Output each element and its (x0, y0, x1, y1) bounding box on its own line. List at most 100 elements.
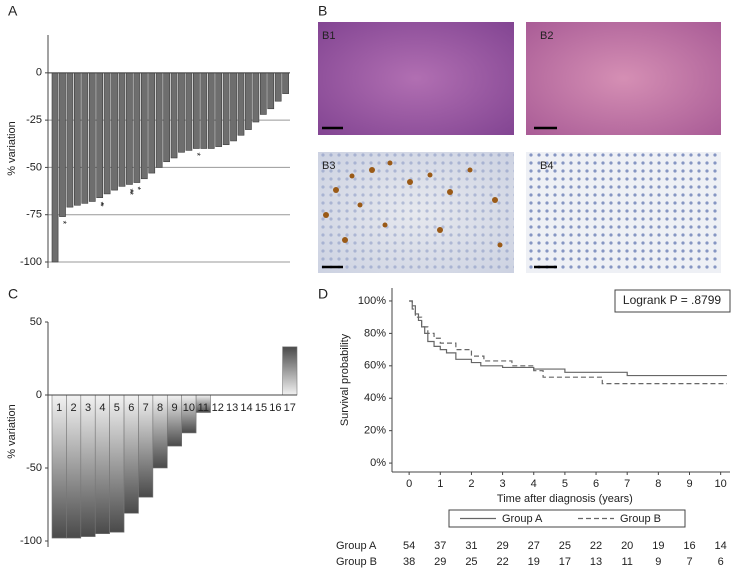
x-tick-label: 0 (406, 478, 412, 490)
panel-label: C (8, 286, 18, 302)
y-tick-label: 80% (364, 327, 386, 339)
risk-count: 16 (683, 540, 695, 552)
image-texture (526, 152, 721, 273)
bar-annotation: * (58, 221, 68, 225)
y-tick-label: 50 (30, 316, 42, 328)
bar-annotation: * (192, 153, 202, 157)
x-tick-label: 5 (114, 402, 120, 414)
x-tick-label: 1 (437, 478, 443, 490)
y-tick-label: 20% (364, 425, 386, 437)
x-axis-title: Time after diagnosis (years) (497, 493, 633, 505)
risk-count: 27 (528, 540, 540, 552)
risk-count: 54 (403, 540, 415, 552)
bar (222, 72, 230, 146)
x-tick-label: 17 (284, 402, 296, 414)
bar (181, 394, 197, 434)
y-tick-label: -100 (20, 256, 42, 268)
bar (237, 72, 245, 136)
bar (163, 72, 170, 163)
x-tick-label: 7 (143, 402, 149, 414)
bar (148, 72, 156, 174)
x-tick-label: 6 (128, 402, 134, 414)
y-tick-label: -100 (20, 535, 42, 547)
risk-row-label: Group B (336, 556, 377, 568)
y-tick-label: -25 (26, 114, 42, 126)
histology-image (526, 22, 721, 135)
x-tick-label: 15 (255, 402, 267, 414)
x-tick-label: 3 (500, 478, 506, 490)
bar (207, 72, 215, 149)
x-tick-label: 1 (56, 402, 62, 414)
bar (178, 72, 185, 153)
bar (59, 72, 66, 217)
x-tick-label: 13 (226, 402, 238, 414)
bar (282, 72, 289, 94)
risk-count: 25 (465, 556, 477, 568)
x-tick-label: 9 (686, 478, 692, 490)
panel-label: D (318, 286, 328, 302)
bar (118, 72, 126, 187)
bar-annotation: ** (95, 202, 105, 208)
x-tick-label: 7 (624, 478, 630, 490)
stained-nuclei (323, 160, 503, 248)
x-tick-label: 3 (85, 402, 91, 414)
risk-count: 13 (590, 556, 602, 568)
bar (74, 72, 81, 206)
x-tick-label: 2 (71, 402, 77, 414)
bar (94, 394, 110, 534)
y-tick-label: -75 (26, 209, 42, 221)
x-tick-label: 8 (655, 478, 661, 490)
x-tick-label: 11 (198, 402, 209, 414)
bar (193, 72, 200, 149)
bar (80, 394, 96, 537)
risk-count: 17 (559, 556, 571, 568)
risk-count: 22 (496, 556, 508, 568)
risk-count: 7 (686, 556, 692, 568)
y-tick-label: 100% (358, 295, 386, 307)
y-tick-label: 60% (364, 360, 386, 372)
bar (96, 72, 104, 198)
bar (215, 72, 223, 147)
x-tick-label: 10 (183, 402, 195, 414)
bar (111, 72, 118, 191)
y-tick-label: 0 (36, 389, 42, 401)
bar (252, 72, 260, 123)
bar (140, 72, 148, 180)
bar (51, 394, 67, 539)
annotation-box (614, 289, 731, 313)
image-texture (318, 152, 514, 273)
risk-count: 6 (718, 556, 724, 568)
y-tick-label: 0 (36, 67, 42, 79)
panel-label: B (318, 3, 327, 19)
x-tick-label: 4 (531, 478, 537, 490)
histology-image (318, 22, 514, 135)
bar (274, 72, 282, 102)
x-tick-label: 14 (240, 402, 252, 414)
risk-count: 22 (590, 540, 602, 552)
image-label: B3 (322, 160, 335, 172)
bar (81, 72, 89, 204)
risk-row-label: Group A (336, 540, 377, 552)
x-tick-label: 9 (171, 402, 177, 414)
bar (245, 72, 252, 130)
y-axis-title: % variation (6, 121, 18, 175)
risk-count: 31 (465, 540, 477, 552)
legend-box (448, 509, 686, 528)
y-tick-label: 40% (364, 392, 386, 404)
bar (103, 72, 111, 195)
risk-count: 29 (434, 556, 446, 568)
x-tick-label: 16 (269, 402, 281, 414)
x-tick-label: 2 (468, 478, 474, 490)
x-tick-label: 8 (157, 402, 163, 414)
legend-label: Group B (620, 513, 661, 525)
logrank-annotation: Logrank P = .8799 (623, 293, 722, 307)
image-label: B1 (322, 30, 335, 42)
bar (259, 72, 267, 115)
risk-count: 9 (655, 556, 661, 568)
bar-annotation: *** (125, 188, 135, 195)
bar (230, 72, 237, 142)
risk-count: 29 (496, 540, 508, 552)
risk-count: 19 (652, 540, 664, 552)
bar (282, 346, 298, 396)
